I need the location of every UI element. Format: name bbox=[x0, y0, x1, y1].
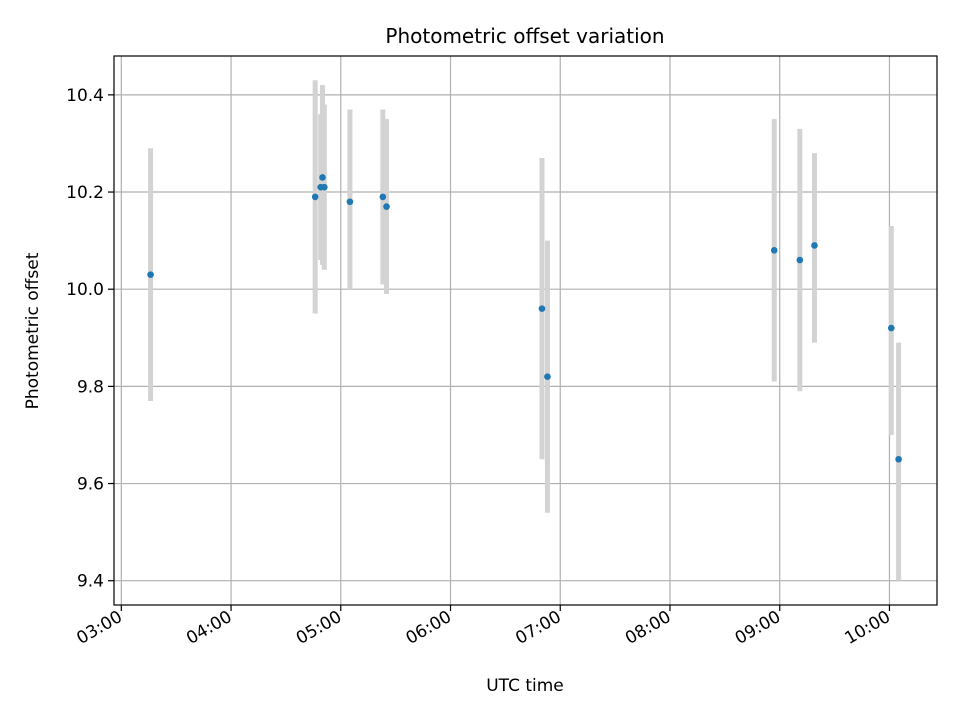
data-point bbox=[770, 247, 778, 254]
data-point bbox=[811, 242, 818, 249]
data-point bbox=[379, 193, 387, 201]
y-tick-label: 10.4 bbox=[66, 86, 104, 106]
y-tick-label: 10.2 bbox=[66, 183, 104, 203]
y-tick-label: 9.4 bbox=[77, 572, 104, 592]
data-point bbox=[895, 455, 902, 463]
data-point bbox=[147, 271, 154, 278]
data-point bbox=[887, 324, 895, 332]
y-tick-label: 10.0 bbox=[66, 280, 104, 300]
data-point bbox=[346, 198, 354, 206]
chart-title: Photometric offset variation bbox=[385, 24, 664, 48]
data-point bbox=[311, 193, 319, 201]
plot-frame bbox=[113, 55, 938, 606]
data-points bbox=[147, 174, 902, 463]
y-axis-ticks: 9.4 9.6 9.8 10.0 10.2 10.4 bbox=[66, 86, 114, 592]
data-point bbox=[383, 203, 390, 210]
data-point bbox=[544, 373, 551, 380]
data-point bbox=[321, 183, 328, 191]
data-point bbox=[538, 305, 546, 312]
data-point bbox=[796, 256, 804, 264]
y-tick-label: 9.8 bbox=[77, 377, 104, 397]
data-point bbox=[319, 174, 326, 181]
y-tick-label: 9.6 bbox=[77, 475, 104, 495]
y-axis-title: Photometric offset bbox=[23, 252, 43, 409]
x-axis-title: UTC time bbox=[486, 676, 564, 696]
